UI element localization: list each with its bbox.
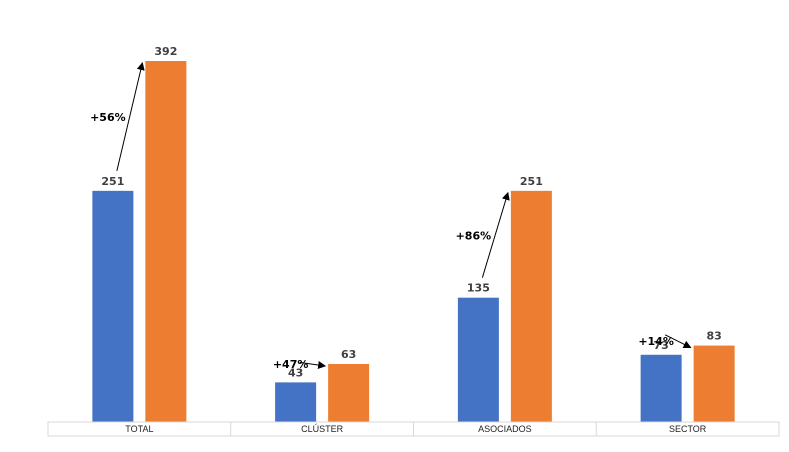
data-label: 392 [154, 45, 177, 58]
growth-label: +14% [638, 335, 674, 348]
data-label: 73 [653, 339, 668, 352]
category-axis: TOTAL CLÚSTER ASOCIADOS SECTOR [47, 421, 780, 437]
bar-orange-1 [328, 363, 370, 422]
data-label: 251 [520, 175, 543, 188]
bar-blue-0 [92, 190, 134, 422]
category-label: TOTAL [125, 424, 153, 434]
growth-label: +56% [90, 111, 126, 124]
data-label: 251 [101, 175, 124, 188]
data-label: 135 [467, 282, 490, 295]
bar-blue-1 [275, 382, 317, 422]
bar-blue-3 [640, 354, 682, 422]
growth-arrow [116, 62, 145, 171]
growth-arrow [481, 191, 510, 278]
data-label: 83 [706, 330, 721, 343]
growth-label: +86% [456, 229, 492, 242]
category-label: CLÚSTER [301, 424, 344, 434]
data-label: 43 [288, 366, 303, 379]
bar-orange-3 [693, 345, 735, 422]
growth-arrow [664, 334, 692, 349]
growth-arrow [299, 361, 327, 369]
plot-area: 251 392 +56% 43 63 +47% 135 251 +86% 73 83 +14% [90, 45, 735, 422]
growth-label: +47% [273, 358, 309, 371]
bar-blue-2 [457, 297, 499, 422]
data-label: 63 [341, 348, 356, 361]
bar-orange-0 [145, 61, 187, 422]
category-label: SECTOR [669, 424, 707, 434]
category-label: ASOCIADOS [478, 424, 532, 434]
bar-orange-2 [510, 190, 552, 422]
